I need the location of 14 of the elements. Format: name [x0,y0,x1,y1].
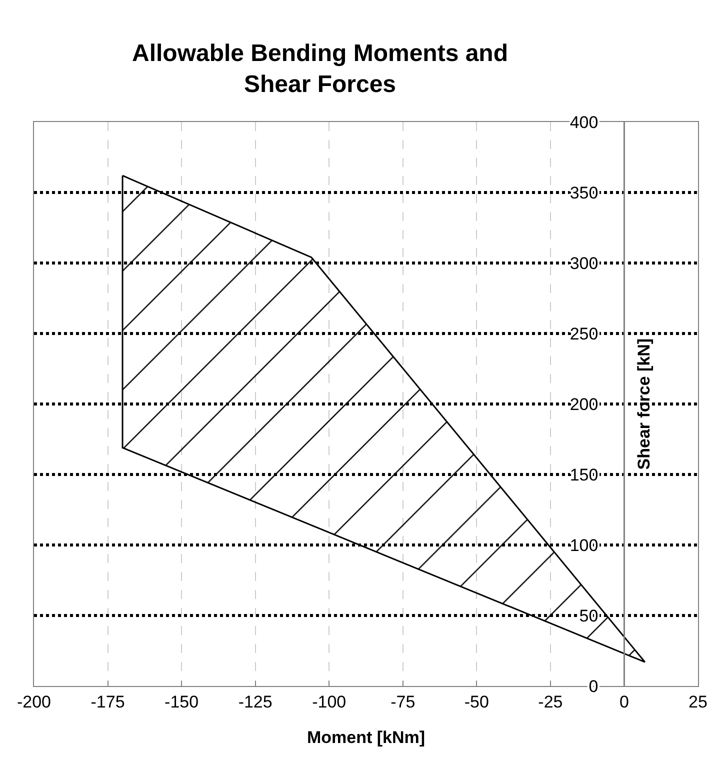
x-tick-label: -100 [312,692,346,712]
x-axis-title: Moment [kNm] [306,728,426,747]
y-tick-label: 400 [570,112,598,132]
x-tick-label: -75 [390,692,416,712]
x-tick-label: 25 [688,692,708,712]
x-tick-label: -50 [464,692,489,712]
x-tick-label: -175 [90,692,125,712]
x-tick-label: 0 [619,692,629,712]
x-tick-label: -25 [538,692,563,712]
x-tick-label: -125 [238,692,272,712]
y-tick-label: 0 [588,676,598,696]
chart-title: Allowable Bending Moments and Shear Forces [130,39,510,100]
x-tick-label: -150 [164,692,199,712]
x-tick-label: -200 [16,692,52,712]
